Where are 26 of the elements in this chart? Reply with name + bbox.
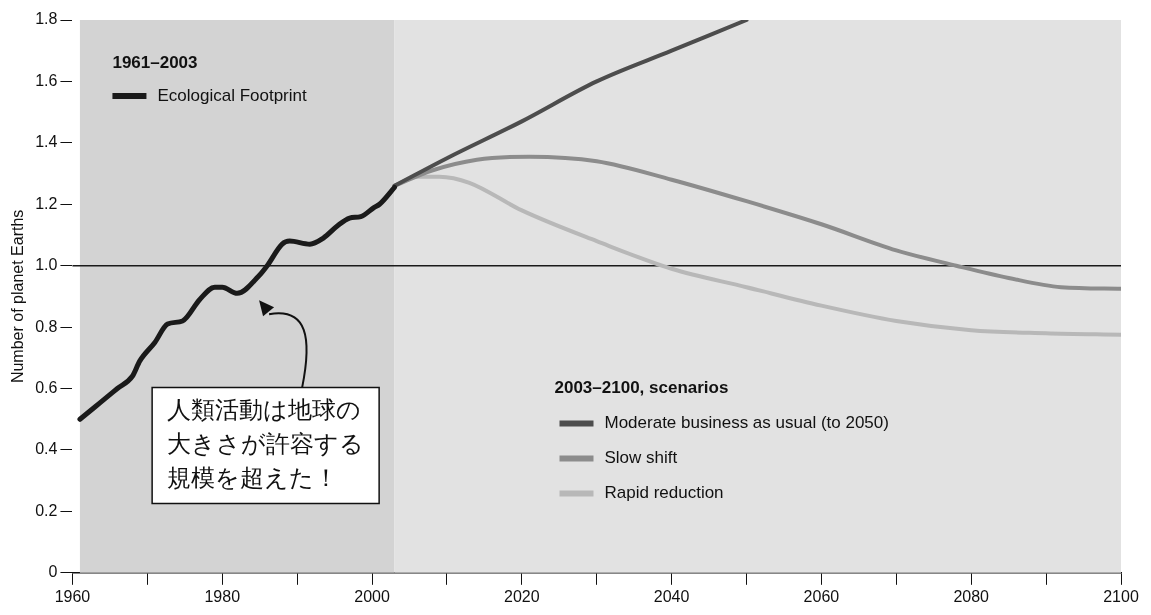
- x-tick-label: 2060: [803, 587, 840, 605]
- y-tick-label: 1.8: [35, 10, 58, 28]
- annotation: 2003–2100, scenarios: [554, 378, 729, 398]
- y-tick-label: 0.8: [35, 317, 58, 335]
- y-tick-label: 1.6: [35, 71, 58, 89]
- x-tick-label: 2000: [354, 587, 390, 605]
- legend-label: Ecological Footprint: [157, 85, 308, 105]
- legend-title: 1961–2003: [112, 52, 198, 72]
- legend-label: Moderate business as usual (to 2050): [604, 413, 889, 433]
- x-tick-label: 2040: [653, 587, 690, 605]
- x-tick-label: 1980: [204, 587, 241, 605]
- y-tick-label: 0.2: [35, 501, 58, 519]
- y-tick-label: 1.0: [35, 256, 58, 274]
- y-tick-label: 0.4: [35, 440, 58, 458]
- y-tick-label: 0: [48, 563, 58, 581]
- y-tick-label: 1.4: [35, 133, 58, 151]
- y-tick-label: 1.2: [35, 194, 58, 212]
- x-tick-label: 2020: [504, 587, 540, 605]
- x-tick-label: 1960: [54, 587, 91, 605]
- x-tick-label: 2100: [1103, 587, 1139, 605]
- y-tick-label: 0.6: [35, 378, 58, 396]
- y-axis-title: Number of planet Earths: [9, 209, 27, 384]
- legend-label: Rapid reduction: [604, 483, 724, 503]
- legend-label: Slow shift: [604, 448, 678, 468]
- x-tick-label: 2080: [953, 587, 990, 605]
- annotation: 人類活動は地球の大きさが許容する規模を超えた！: [167, 396, 365, 492]
